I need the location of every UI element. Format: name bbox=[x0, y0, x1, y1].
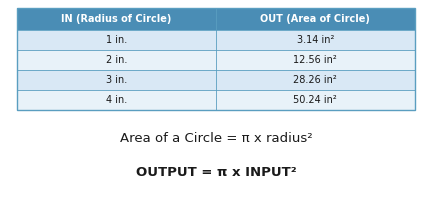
Text: IN (Radius of Circle): IN (Radius of Circle) bbox=[61, 14, 172, 24]
Text: 12.56 in²: 12.56 in² bbox=[293, 55, 337, 65]
Text: 4 in.: 4 in. bbox=[106, 95, 127, 105]
Text: 3 in.: 3 in. bbox=[106, 75, 127, 85]
Bar bbox=[17, 50, 216, 70]
Text: 50.24 in²: 50.24 in² bbox=[293, 95, 337, 105]
Text: 3.14 in²: 3.14 in² bbox=[297, 35, 334, 45]
Bar bbox=[216, 50, 415, 70]
Text: 2 in.: 2 in. bbox=[106, 55, 127, 65]
Text: Area of a Circle = π x radius²: Area of a Circle = π x radius² bbox=[120, 131, 312, 144]
Bar bbox=[216, 30, 415, 50]
Text: OUT (Area of Circle): OUT (Area of Circle) bbox=[260, 14, 370, 24]
Text: OUTPUT = π x INPUT²: OUTPUT = π x INPUT² bbox=[136, 167, 296, 180]
Bar bbox=[17, 8, 415, 110]
Bar bbox=[17, 70, 216, 90]
Bar bbox=[17, 90, 216, 110]
Text: 28.26 in²: 28.26 in² bbox=[293, 75, 337, 85]
Bar bbox=[216, 90, 415, 110]
Text: 1 in.: 1 in. bbox=[106, 35, 127, 45]
Bar bbox=[216, 70, 415, 90]
Bar bbox=[17, 30, 216, 50]
Bar bbox=[17, 8, 415, 30]
